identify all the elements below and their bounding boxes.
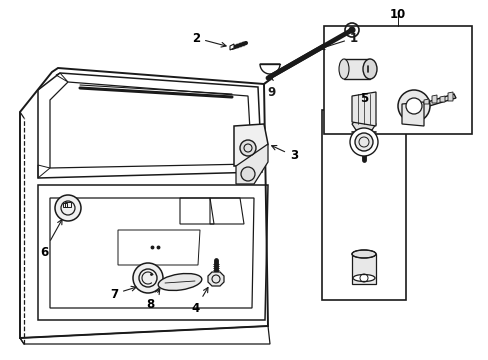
Polygon shape (431, 95, 436, 103)
Ellipse shape (352, 274, 374, 282)
Text: 5: 5 (359, 91, 367, 104)
Bar (324, 26, 471, 134)
Ellipse shape (351, 250, 375, 258)
Text: 2: 2 (192, 31, 225, 47)
Polygon shape (207, 272, 224, 286)
Circle shape (133, 263, 163, 293)
Bar (321, 110, 405, 300)
Ellipse shape (158, 274, 202, 291)
Polygon shape (447, 92, 452, 101)
Circle shape (55, 195, 81, 221)
Polygon shape (229, 44, 234, 50)
Circle shape (349, 128, 377, 156)
Polygon shape (423, 99, 428, 104)
Circle shape (241, 167, 254, 181)
Text: 10: 10 (389, 8, 406, 21)
Bar (65, 202, 71, 207)
Polygon shape (413, 94, 455, 110)
Text: 8: 8 (145, 289, 160, 310)
Bar (351, 254, 375, 284)
Polygon shape (439, 96, 444, 102)
Polygon shape (401, 102, 423, 126)
Bar (343, 59, 369, 79)
Circle shape (397, 90, 429, 122)
Text: 7: 7 (110, 286, 136, 301)
Polygon shape (351, 92, 375, 126)
Bar (63, 203, 67, 207)
Text: 3: 3 (271, 145, 298, 162)
Text: 1: 1 (319, 31, 357, 50)
Polygon shape (351, 118, 375, 130)
Polygon shape (234, 124, 267, 166)
Text: 4: 4 (191, 288, 207, 315)
Text: 6: 6 (40, 220, 62, 258)
Circle shape (240, 140, 256, 156)
Circle shape (354, 133, 372, 151)
Polygon shape (236, 144, 267, 184)
Circle shape (348, 27, 354, 33)
Text: 9: 9 (267, 76, 276, 99)
Circle shape (405, 98, 421, 114)
Ellipse shape (338, 59, 348, 79)
Ellipse shape (362, 59, 376, 79)
